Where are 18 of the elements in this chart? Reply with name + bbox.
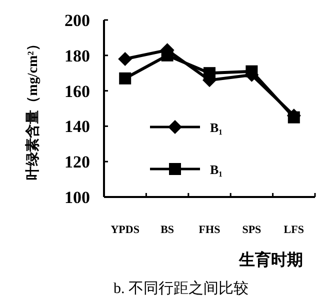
y-tick-label: 160 xyxy=(64,82,90,101)
point xyxy=(118,52,132,66)
legend-label: B₁ xyxy=(210,120,223,135)
x-tick-label: FHS xyxy=(198,224,220,236)
x-tick-label: BS xyxy=(160,224,174,236)
x-tick-label: YPDS xyxy=(110,224,140,236)
x-axis-title: 生育时期 xyxy=(238,250,303,269)
y-tick-label: 200 xyxy=(64,11,90,30)
text: b. 不同行距之间比较 xyxy=(114,280,248,297)
point xyxy=(119,72,132,84)
y-tick-label: 100 xyxy=(64,188,90,207)
y-tick-label: 180 xyxy=(64,46,90,66)
x-tick-label: LFS xyxy=(284,224,304,236)
y-axis-title: 叶绿素含量（mg/cm²） xyxy=(25,37,41,180)
x-tick-label: SPS xyxy=(242,224,262,236)
legend-label: B₁ xyxy=(210,162,223,177)
y-tick-label: 140 xyxy=(64,117,90,136)
y-tick-label: 120 xyxy=(64,152,90,172)
